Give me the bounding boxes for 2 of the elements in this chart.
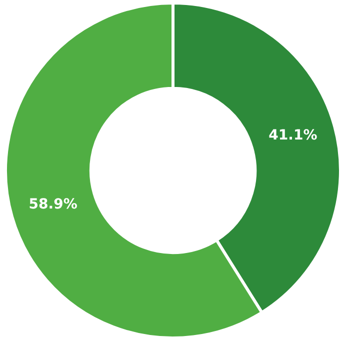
data-label: 41.1% <box>268 128 318 144</box>
data-label: 58.9% <box>28 196 78 213</box>
